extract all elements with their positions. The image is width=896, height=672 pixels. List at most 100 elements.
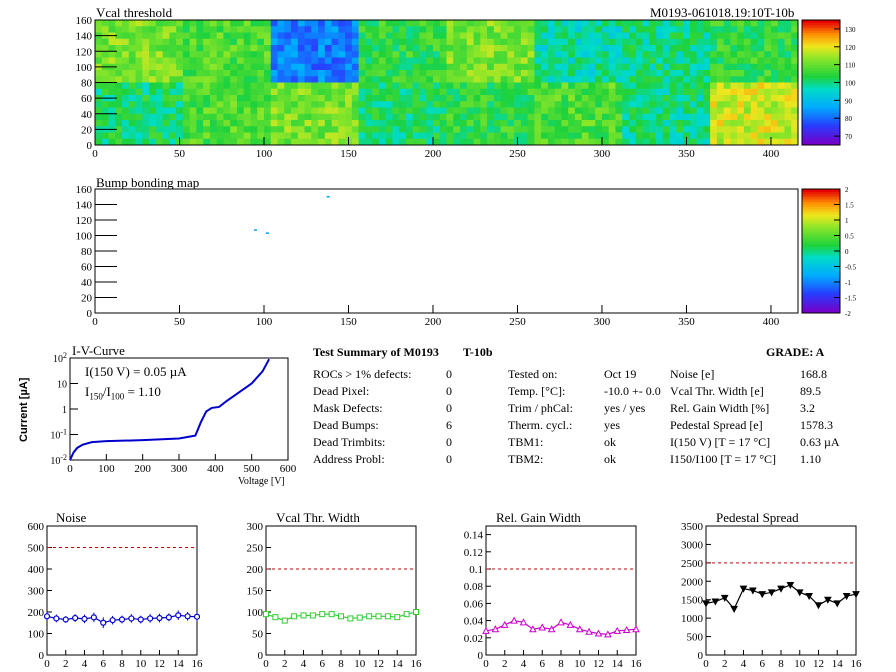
vcal-pixel-cell [527,57,535,65]
vcal-pixel-cell [466,138,474,146]
vcal-pixel-cell [527,126,535,133]
ped-plot-y-tick-label: 3500 [681,521,704,533]
vcal-pixel-cell [439,132,447,140]
vcal-pixel-cell [277,63,285,71]
vcal-pixel-cell [561,82,569,90]
vcal-pixel-cell [601,57,610,65]
vcal-pixel-cell [345,20,353,27]
vcal-pixel-cell [743,32,752,40]
vcal-pixel-cell [453,45,461,52]
ped-plot-point [824,596,832,604]
vcal-pixel-cell [601,120,610,127]
vcal-pixel-cell [426,101,434,108]
vcal-pixel-cell [615,138,623,146]
vcal-pixel-cell [236,20,245,27]
vcal-pixel-cell [750,20,758,27]
vcal-pixel-cell [500,120,508,127]
vcal-pixel-cell [514,51,522,58]
vcal-map-colorbar-cell [802,115,840,118]
vcal-pixel-cell [230,82,238,90]
vcal-pixel-cell [243,70,251,77]
gain-plot-y-tick-label: 0.04 [464,616,484,628]
vcal-pixel-cell [392,132,400,140]
vcal-pixel-cell [263,76,272,83]
vcal-pixel-cell [487,45,495,52]
vcal-pixel-cell [108,20,116,27]
vcal-pixel-cell [243,76,251,83]
vcal-pixel-cell [142,120,150,127]
vcal-pixel-cell [270,126,278,133]
vcal-pixel-cell [547,107,556,115]
bump-map-x-tick-label: 150 [340,316,357,328]
vcal-pixel-cell [230,138,238,146]
vcal-pixel-cell [737,45,745,52]
vcal-pixel-cell [399,26,407,33]
vcal-pixel-cell [473,51,481,58]
vcal-pixel-cell [176,76,184,83]
vcal-pixel-cell [764,126,772,133]
vcal-pixel-cell [716,26,725,33]
vcal-pixel-cell [324,138,332,146]
vcal-pixel-cell [743,138,752,146]
vcal-pixel-cell [676,113,684,121]
vcal-pixel-cell [338,70,346,77]
summary-value: 168.8 [800,367,827,381]
vcal-pixel-cell [547,51,556,58]
vcal-pixel-cell [710,132,718,140]
vcal-pixel-cell [487,51,495,58]
vcal-pixel-cell [216,132,224,140]
vcal-pixel-cell [291,70,299,77]
vcal-pixel-cell [412,107,420,115]
vcal-pixel-cell [189,38,197,46]
vcal-pixel-cell [196,26,204,33]
vcal-pixel-cell [115,20,123,27]
vcal-pixel-cell [284,101,292,108]
vcal-pixel-cell [460,107,468,115]
vcal-pixel-cell [324,57,332,65]
vcal-pixel-cell [351,101,360,108]
vcal-pixel-cell [791,70,799,77]
vcal-pixel-cell [385,26,393,33]
vcal-pixel-cell [561,45,569,52]
vcal-pixel-cell [291,45,299,52]
vcal-pixel-cell [432,82,441,90]
vcal-pixel-cell [568,20,576,27]
vcal-pixel-cell [554,126,562,133]
vcal-pixel-cell [703,70,711,77]
vcal-pixel-cell [453,120,461,127]
vcal-pixel-cell [378,63,387,71]
vcal-pixel-cell [473,132,481,140]
vcal-pixel-cell [710,45,718,52]
vcal-pixel-cell [649,138,657,146]
vcal-pixel-cell [284,57,292,65]
vcal-pixel-cell [656,76,664,83]
vcal-pixel-cell [737,95,745,102]
summary-tag: T-10b [463,345,493,359]
vcal-pixel-cell [601,38,610,46]
vcal-pixel-cell [372,38,380,46]
vcal-pixel-cell [581,138,589,146]
vcal-pixel-cell [588,32,596,40]
vcal-pixel-cell [155,20,163,27]
vcal-pixel-cell [128,63,136,71]
vcal-pixel-cell [209,26,218,33]
vcal-pixel-cell [115,95,123,102]
vcal-pixel-cell [554,82,562,90]
vcal-pixel-cell [615,38,623,46]
vcal-pixel-cell [723,45,731,52]
vcal-pixel-cell [277,76,285,83]
vcal-pixel-cell [683,26,691,33]
vcal-pixel-cell [189,113,197,121]
vcal-pixel-cell [554,132,562,140]
vcal-pixel-cell [622,70,630,77]
vcal-pixel-cell [196,32,204,40]
vcal-pixel-cell [723,63,731,71]
vcal-map-colorbar-cell [802,132,840,136]
vcal-pixel-cell [263,38,272,46]
vcal-pixel-cell [432,126,441,133]
vcal-pixel-cell [791,132,799,140]
vcal-pixel-cell [507,20,515,27]
vcal-pixel-cell [662,126,670,133]
summary-label: Address Probl: [313,452,385,466]
vcal-pixel-cell [527,26,535,33]
